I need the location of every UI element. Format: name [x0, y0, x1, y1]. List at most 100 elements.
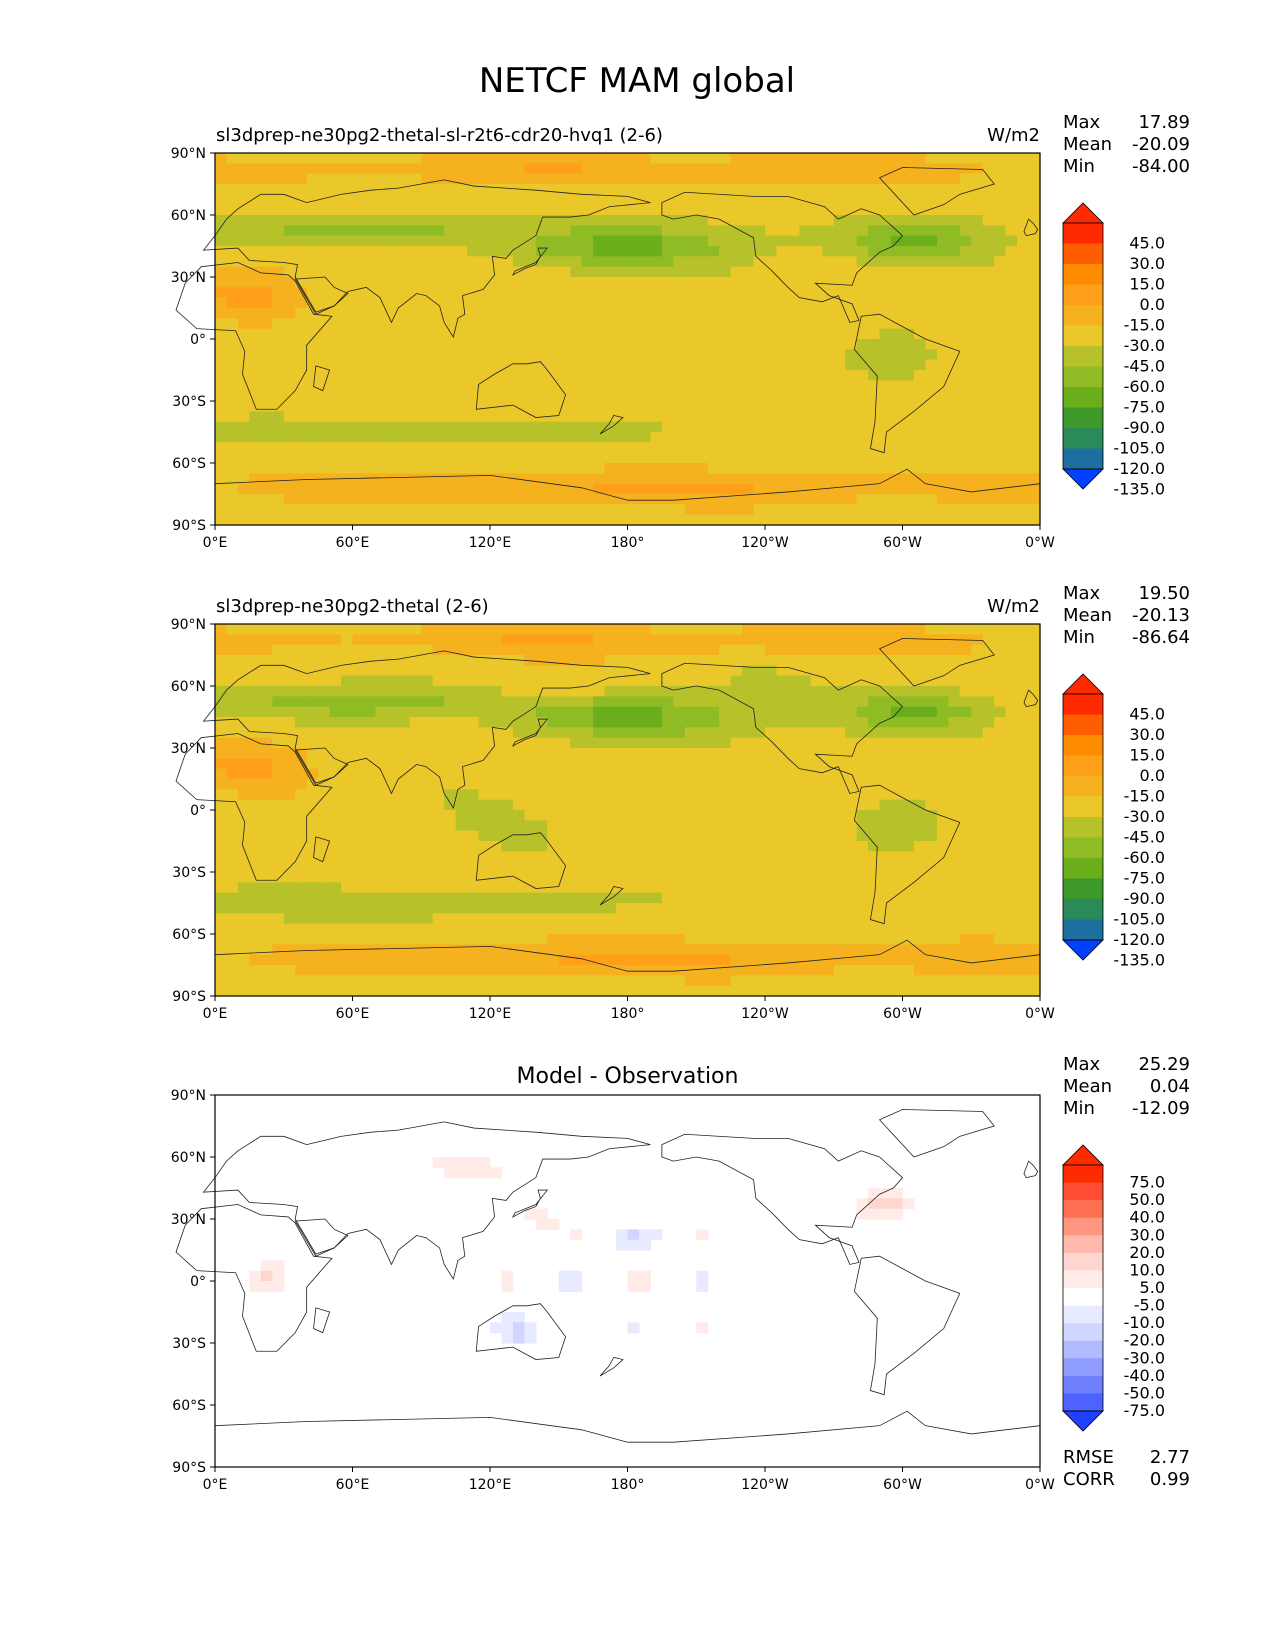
field-cell — [787, 370, 800, 381]
field-cell — [638, 204, 652, 216]
field-cell — [375, 380, 388, 392]
field-cell — [730, 634, 743, 646]
field-cell — [1028, 246, 1041, 257]
field-cell — [318, 696, 331, 708]
field-cell — [386, 297, 399, 309]
field-cell — [215, 758, 228, 770]
field-cell — [524, 841, 537, 852]
field-cell — [558, 820, 571, 832]
field-cell — [432, 779, 445, 790]
field-cell — [776, 204, 789, 216]
field-cell — [237, 861, 250, 873]
colorbar-max-extend — [1062, 202, 1104, 224]
field-cell — [1005, 892, 1018, 904]
field-cell — [295, 830, 308, 842]
field-cell — [535, 789, 548, 801]
field-cell — [982, 163, 995, 175]
field-cell — [696, 297, 709, 309]
field-cell — [421, 225, 434, 237]
field-cell — [959, 215, 972, 226]
field-cell — [696, 328, 709, 340]
field-cell — [398, 944, 411, 956]
field-cell — [593, 820, 606, 832]
field-cell — [1017, 861, 1030, 873]
field-cell — [249, 194, 262, 206]
field-cell — [524, 483, 537, 495]
field-cell — [501, 504, 514, 516]
field-cell — [856, 339, 869, 350]
field-cell — [375, 494, 388, 505]
field-cell — [581, 163, 594, 175]
field-cell — [868, 494, 881, 505]
field-cell — [925, 473, 938, 485]
field-cell — [306, 163, 319, 175]
field-cell — [421, 494, 434, 505]
field-cell — [558, 944, 571, 956]
field-cell — [948, 452, 961, 464]
field-cell — [925, 204, 938, 216]
field-cell — [742, 494, 755, 505]
field-cell — [982, 411, 995, 423]
field-cell — [994, 799, 1007, 811]
field-cell — [409, 390, 422, 402]
field-cell — [845, 737, 858, 749]
field-cell — [925, 768, 938, 780]
field-cell — [512, 421, 525, 433]
field-cell — [444, 432, 457, 443]
field-cell — [765, 359, 778, 371]
field-cell — [260, 882, 273, 894]
field-cell — [432, 204, 445, 216]
field-cell — [868, 655, 881, 666]
field-cell — [799, 934, 812, 945]
field-cell — [363, 820, 377, 832]
field-cell — [616, 359, 629, 371]
field-cell — [638, 514, 652, 526]
field-cell — [524, 892, 537, 904]
field-cell — [249, 256, 262, 268]
field-cell — [707, 810, 720, 821]
field-cell — [936, 421, 949, 433]
field-cell — [799, 514, 812, 526]
field-cell — [421, 215, 434, 226]
field-cell — [283, 452, 296, 464]
field-cell — [684, 473, 697, 485]
field-cell — [226, 277, 239, 288]
field-cell — [306, 463, 319, 474]
field-cell — [260, 779, 273, 790]
field-cell — [696, 308, 709, 319]
field-cell — [581, 923, 594, 935]
field-cell — [856, 473, 869, 485]
y-tick-label: 60°S — [172, 456, 206, 472]
field-cell — [558, 194, 571, 206]
field-cell — [776, 339, 789, 350]
field-cell — [627, 644, 640, 656]
field-cell — [684, 706, 697, 718]
field-cell — [799, 308, 812, 319]
figure-title: NETCF MAM global — [479, 61, 795, 101]
field-cell — [925, 644, 938, 656]
field-cell — [363, 297, 377, 309]
field-cell — [341, 328, 354, 340]
field-cell — [467, 944, 480, 956]
field-cell — [742, 789, 755, 801]
field-cell — [501, 634, 514, 646]
field-cell — [512, 779, 525, 790]
field-cell — [845, 380, 858, 392]
field-cell — [707, 370, 720, 381]
field-cell — [375, 779, 388, 790]
field-cell — [604, 173, 617, 185]
field-cell — [822, 308, 835, 319]
field-cell — [661, 748, 674, 759]
field-cell — [765, 768, 778, 780]
field-cell — [570, 504, 583, 516]
field-cell — [868, 256, 881, 268]
field-cell — [799, 706, 812, 718]
field-cell — [604, 494, 617, 505]
field-cell — [925, 163, 938, 175]
field-cell — [386, 903, 399, 914]
field-cell — [730, 675, 743, 687]
field-cell — [260, 442, 273, 454]
field-cell — [226, 514, 239, 526]
field-cell — [547, 390, 560, 402]
field-cell — [959, 830, 972, 842]
